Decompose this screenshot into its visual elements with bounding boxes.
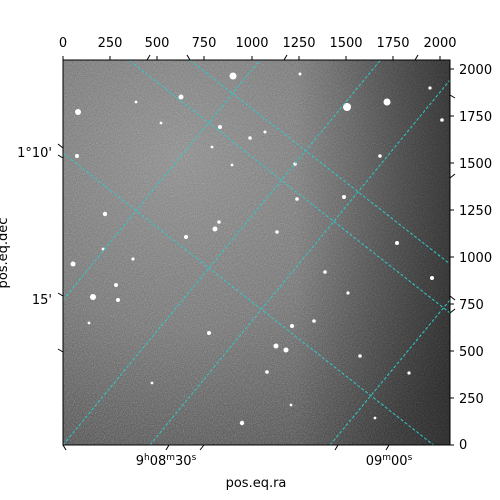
right-tick-750: 750	[459, 298, 484, 313]
grid-line	[63, 60, 261, 301]
star	[295, 197, 299, 201]
star	[239, 420, 245, 426]
x-axis-label: pos.eq.ra	[226, 476, 287, 491]
grid-line	[189, 60, 450, 265]
top-tick-1000: 1000	[235, 36, 268, 51]
grid-line	[128, 60, 450, 314]
star	[342, 195, 346, 199]
star	[430, 276, 434, 280]
star	[298, 72, 302, 76]
grid-line	[329, 299, 450, 445]
right-tick-1000: 1000	[459, 251, 492, 266]
star	[131, 257, 135, 261]
top-tick-250: 250	[98, 36, 123, 51]
star	[428, 86, 432, 90]
top-tick-2000: 2000	[423, 36, 456, 51]
pixel-axis-ticks	[62, 56, 454, 446]
star	[346, 291, 350, 295]
grid-line	[63, 152, 435, 445]
right-tick-500: 500	[459, 345, 484, 360]
star	[263, 130, 267, 134]
star	[373, 416, 377, 420]
star	[248, 136, 252, 140]
star	[229, 72, 237, 80]
grid-line	[149, 79, 450, 445]
star	[230, 163, 234, 167]
star	[218, 125, 222, 129]
right-tick-250: 250	[459, 392, 484, 407]
star	[343, 103, 351, 111]
star	[101, 247, 105, 251]
sky-image	[63, 0, 450, 445]
right-tick-0: 0	[459, 438, 467, 453]
star	[358, 354, 362, 358]
star	[87, 321, 91, 325]
star	[159, 121, 163, 125]
grid-line	[340, 0, 450, 29]
star	[273, 343, 279, 349]
top-tick-750: 750	[192, 36, 217, 51]
coordinate-grid	[63, 0, 450, 445]
right-tick-labels: 0 250 500 750 1000 1250 1500 1750 2000	[459, 63, 492, 453]
y-axis-label: pos.eq.dec	[0, 218, 11, 289]
top-tick-labels: 0 250 500 750 1000 1250 1500 1750 2000	[59, 36, 457, 51]
star	[283, 347, 289, 353]
star	[395, 241, 399, 245]
star	[290, 324, 294, 328]
star	[217, 220, 221, 224]
world-axis-ticks	[57, 54, 456, 451]
star	[90, 294, 96, 300]
ra-tick-label-0900: 09m00s	[366, 453, 413, 469]
star	[70, 261, 76, 267]
star	[440, 118, 444, 122]
dec-tick-label-1-10: 1°10'	[17, 146, 52, 161]
star	[265, 370, 269, 374]
star	[75, 109, 81, 115]
star	[134, 100, 138, 104]
top-tick-0: 0	[59, 36, 67, 51]
top-tick-1750: 1750	[376, 36, 409, 51]
dec-tick-label-15: 15'	[32, 293, 52, 308]
star	[207, 331, 211, 335]
stars	[70, 72, 444, 426]
star	[102, 211, 108, 217]
right-tick-1750: 1750	[459, 110, 492, 125]
star	[75, 154, 79, 158]
star	[378, 154, 382, 158]
star	[114, 283, 118, 287]
star	[116, 298, 120, 302]
right-tick-2000: 2000	[459, 63, 492, 78]
right-tick-1500: 1500	[459, 157, 492, 172]
star	[383, 98, 391, 106]
star	[178, 94, 184, 100]
star	[407, 371, 411, 375]
plot-frame	[62, 59, 451, 446]
top-tick-500: 500	[145, 36, 170, 51]
star	[312, 319, 316, 323]
star	[323, 270, 327, 274]
star	[184, 235, 188, 239]
star	[289, 403, 293, 407]
star	[150, 381, 154, 385]
ra-tick-label-0830: 9h08m30s	[136, 453, 197, 469]
star	[275, 230, 279, 234]
top-tick-1250: 1250	[282, 36, 315, 51]
star	[210, 145, 214, 149]
grid-line	[63, 60, 382, 445]
top-tick-1500: 1500	[329, 36, 362, 51]
star	[212, 226, 218, 232]
right-tick-1250: 1250	[459, 204, 492, 219]
